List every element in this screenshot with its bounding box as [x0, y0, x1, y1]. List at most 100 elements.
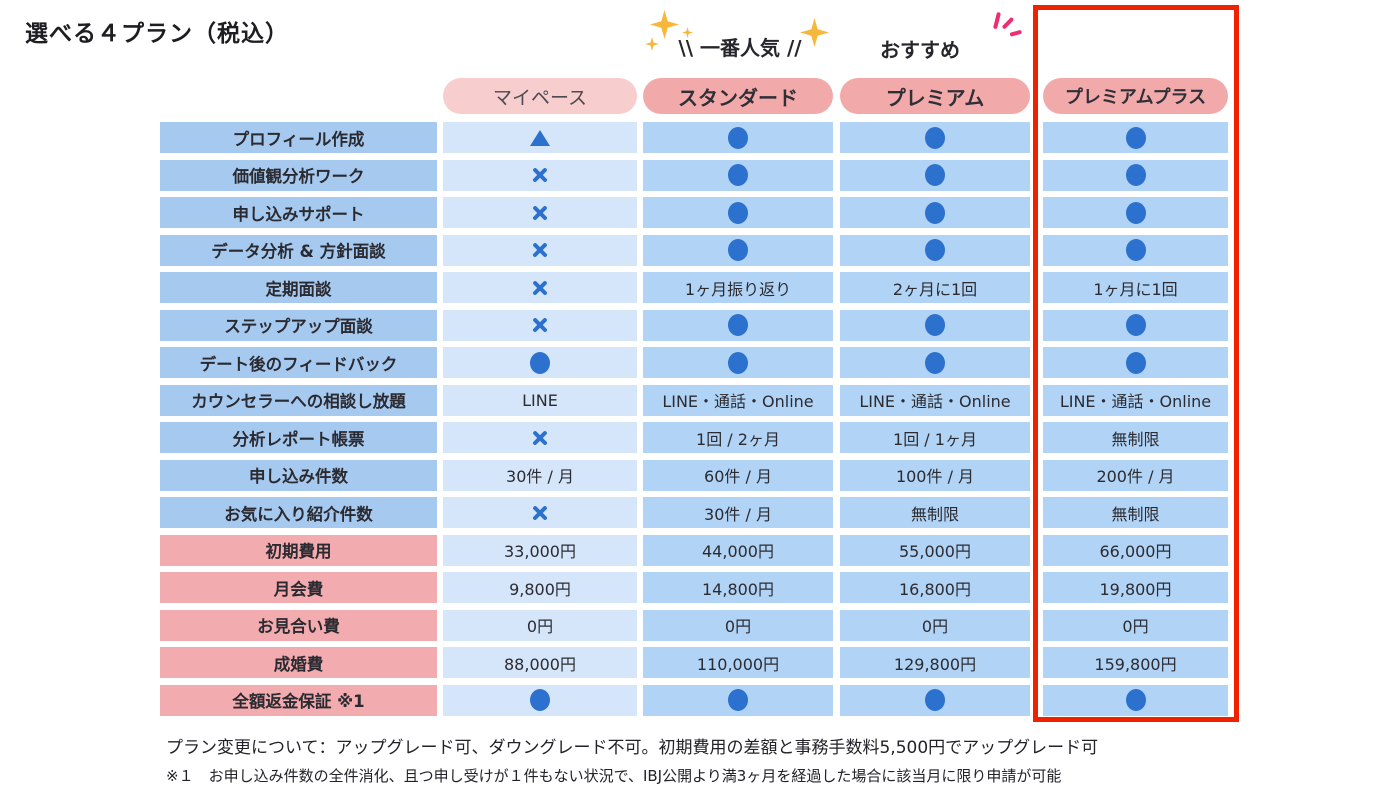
circle-icon — [1125, 126, 1146, 149]
row-value — [443, 197, 637, 228]
plan-pill-premium: プレミアム — [840, 78, 1030, 114]
row-value: 30件 / 月 — [443, 459, 637, 491]
row-value: LINE・通話・Online — [643, 384, 833, 416]
row-value: 無制限 — [1043, 422, 1228, 453]
row-value: 110,000円 — [643, 647, 833, 678]
circle-icon — [1125, 689, 1146, 711]
circle-icon — [1125, 239, 1146, 261]
row-label: 月会費 — [160, 572, 437, 603]
row-value: LINE・通話・Online — [1043, 384, 1228, 416]
recommended-badge: おすすめ — [845, 8, 1035, 70]
row-value: 159,800円 — [1043, 647, 1228, 678]
row-value: 88,000円 — [443, 647, 637, 678]
row-value: 2ヶ月に1回 — [840, 272, 1030, 303]
circle-icon — [1125, 201, 1146, 224]
row-value: 0円 — [1043, 609, 1228, 641]
row-value — [840, 159, 1030, 191]
circle-icon — [925, 164, 945, 186]
table-row: お見合い費 0円 0円 0円 0円 — [160, 609, 1228, 641]
cross-icon — [531, 204, 549, 222]
comparison-table: プロフィール作成 価値観分析ワーク 申し込みサポート データ分析 & 方針面談 定期面談… — [160, 122, 1228, 716]
row-label: 価値観分析ワーク — [160, 159, 437, 191]
row-value: 0円 — [840, 609, 1030, 641]
row-value — [643, 197, 833, 228]
row-label: お見合い費 — [160, 609, 437, 641]
row-value — [1043, 309, 1228, 341]
row-value — [840, 684, 1030, 716]
row-value: 33,000円 — [443, 534, 637, 566]
row-value — [1043, 159, 1228, 191]
table-row: ステップアップ面談 — [160, 309, 1228, 341]
most-popular-label: \\ 一番人気 // — [678, 36, 802, 60]
table-row: 申し込み件数 30件 / 月 60件 / 月 100件 / 月 200件 / 月 — [160, 459, 1228, 491]
circle-icon — [728, 126, 748, 149]
row-value: 30件 / 月 — [643, 497, 833, 528]
row-value: 200件 / 月 — [1043, 459, 1228, 491]
row-value — [1043, 197, 1228, 228]
table-row: 申し込みサポート — [160, 197, 1228, 228]
circle-icon — [728, 164, 748, 186]
cross-icon — [531, 279, 549, 297]
circle-icon — [530, 689, 550, 711]
circle-icon — [728, 314, 748, 336]
row-value — [643, 234, 833, 266]
row-value — [643, 309, 833, 341]
row-value — [443, 684, 637, 716]
row-value: LINE・通話・Online — [840, 384, 1030, 416]
row-value — [443, 422, 637, 453]
row-value: 19,800円 — [1043, 572, 1228, 603]
table-row: データ分析 & 方針面談 — [160, 234, 1228, 266]
row-value — [443, 272, 637, 303]
row-value — [840, 347, 1030, 378]
row-value — [840, 122, 1030, 153]
row-label: お気に入り紹介件数 — [160, 497, 437, 528]
row-value — [643, 122, 833, 153]
row-value: 1回 / 1ヶ月 — [840, 422, 1030, 453]
row-value: 9,800円 — [443, 572, 637, 603]
row-value — [1043, 347, 1228, 378]
circle-icon — [1125, 351, 1146, 374]
row-label: 分析レポート帳票 — [160, 422, 437, 453]
row-value — [443, 159, 637, 191]
row-label: デート後のフィードバック — [160, 347, 437, 378]
cross-icon — [531, 241, 549, 259]
row-value: 0円 — [443, 609, 637, 641]
row-value — [643, 684, 833, 716]
table-row: 成婚費 88,000円 110,000円 129,800円 159,800円 — [160, 647, 1228, 678]
row-value: 16,800円 — [840, 572, 1030, 603]
circle-icon — [1125, 314, 1146, 336]
table-row: 定期面談 1ヶ月振り返り 2ヶ月に1回 1ヶ月に1回 — [160, 272, 1228, 303]
row-value — [443, 347, 637, 378]
row-label: 定期面談 — [160, 272, 437, 303]
row-label: 全額返金保証 ※1 — [160, 684, 437, 716]
cross-icon — [531, 504, 549, 522]
page-title: 選べる４プラン（税込） — [25, 21, 289, 47]
row-label: 成婚費 — [160, 647, 437, 678]
table-row: 全額返金保証 ※1 — [160, 684, 1228, 716]
table-row: 価値観分析ワーク — [160, 159, 1228, 191]
row-value — [643, 347, 833, 378]
emphasis-lines-icon — [987, 10, 1027, 50]
row-value — [443, 497, 637, 528]
row-value — [1043, 234, 1228, 266]
plan-pill-premium-plus: プレミアムプラス — [1043, 78, 1228, 114]
row-value: 66,000円 — [1043, 534, 1228, 566]
row-value — [840, 309, 1030, 341]
row-value — [443, 234, 637, 266]
circle-icon — [728, 201, 748, 224]
row-label: 申し込み件数 — [160, 459, 437, 491]
row-value: 1回 / 2ヶ月 — [643, 422, 833, 453]
row-value: 44,000円 — [643, 534, 833, 566]
row-value: 1ヶ月振り返り — [643, 272, 833, 303]
cross-icon — [531, 166, 549, 184]
most-popular-badge: \\ 一番人気 // — [630, 4, 850, 76]
row-value: 60件 / 月 — [643, 459, 833, 491]
row-value: 55,000円 — [840, 534, 1030, 566]
sparkle-star-icon — [682, 27, 693, 38]
circle-icon — [728, 689, 748, 711]
cross-icon — [531, 316, 549, 334]
circle-icon — [1125, 164, 1146, 186]
row-value: 無制限 — [840, 497, 1030, 528]
triangle-icon — [530, 129, 550, 146]
